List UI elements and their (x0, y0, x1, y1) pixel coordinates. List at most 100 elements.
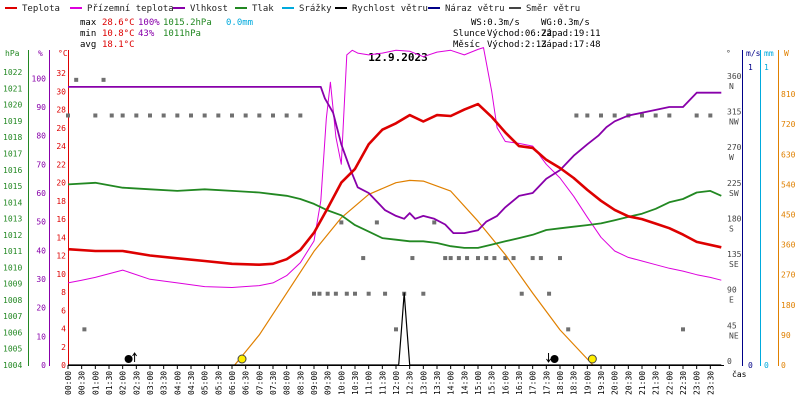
wind-direction-point (74, 77, 79, 82)
pct-tick-label: 90 (36, 103, 46, 112)
wind-direction-point (230, 113, 234, 118)
dir-tick-compass: W (729, 153, 734, 162)
hpa-tick-label: 1007 (3, 312, 22, 321)
x-tick-label: 06:30 (242, 371, 251, 395)
wind-direction-point (476, 256, 480, 261)
degc-tick-label: 4 (61, 325, 66, 334)
unit-time: čas (732, 369, 747, 379)
x-tick-label: 22:00 (665, 371, 674, 395)
stat-sunset: Západ:19:11 (541, 29, 601, 39)
x-tick-label: 03:30 (160, 371, 169, 395)
pct-tick-label: 10 (36, 332, 46, 341)
ms-tick-label: 1 (748, 63, 753, 72)
x-tick-label: 18:00 (556, 371, 565, 395)
x-tick-label: 13:30 (433, 371, 442, 395)
pct-tick-label: 20 (36, 304, 46, 313)
wind-direction-point (109, 113, 114, 118)
stat-min-press: 1011hPa (163, 29, 201, 39)
w-tick-label: 0 (781, 361, 786, 370)
wind-direction-point (366, 291, 371, 296)
wind-direction-point (538, 256, 543, 261)
stat-moon-label: Měsíc (453, 40, 480, 50)
wind-direction-point (148, 113, 152, 118)
hpa-tick-label: 1014 (3, 198, 22, 207)
dir-tick-degree: 45 (727, 321, 737, 330)
x-tick-label: 15:30 (488, 371, 497, 395)
wind-direction-point (243, 113, 248, 118)
degc-tick-label: 8 (61, 288, 66, 297)
wind-direction-point (339, 220, 344, 225)
x-tick-label: 21:00 (638, 371, 647, 395)
x-tick-label: 09:30 (324, 371, 333, 395)
axis-ticks: 00:00 00:30 01:00 01:30 02:00 02:30 03:00 03:30… (3, 63, 796, 395)
degc-tick-label: 16 (56, 215, 66, 224)
wind-direction-point (667, 113, 672, 118)
moonrise-arrow-icon (132, 352, 138, 362)
wind-direction-point (681, 327, 685, 332)
hpa-tick-label: 1011 (3, 247, 22, 256)
stat-max-press: 1015.2hPa (163, 18, 212, 28)
degc-tick-label: 26 (56, 124, 66, 133)
hpa-tick-label: 1008 (3, 296, 22, 305)
wind-direction-point (374, 220, 379, 225)
pct-tick-label: 40 (36, 246, 46, 255)
w-tick-label: 810 (781, 90, 796, 99)
wind-direction-point (448, 256, 453, 261)
pct-tick-label: 50 (36, 218, 46, 227)
x-tick-label: 06:00 (228, 371, 237, 395)
wind-direction-point (547, 291, 552, 296)
x-tick-label: 14:00 (447, 371, 456, 395)
dir-tick-compass: S (729, 224, 734, 233)
ms-tick-label: 0 (748, 361, 753, 370)
hpa-tick-label: 1009 (3, 280, 22, 289)
hpa-tick-label: 1013 (3, 215, 22, 224)
x-tick-label: 20:30 (624, 371, 633, 395)
legend-item-ground-temperature: Přízemní teplota (70, 4, 174, 14)
degc-tick-label: 32 (56, 69, 66, 78)
unit-mm: mm (764, 49, 774, 58)
stat-sun-label: Slunce (453, 29, 486, 39)
degc-tick-label: 24 (56, 142, 66, 151)
stat-max-label: max (80, 18, 97, 28)
legend-label: Náraz větru (445, 4, 505, 14)
wind-direction-point (484, 256, 489, 261)
wind-direction-point (298, 113, 303, 118)
unit-pct: % (38, 49, 43, 58)
stat-moonset: Západ:17:48 (541, 40, 601, 50)
legend-item-wind-speed: Rychlost větru (335, 4, 428, 14)
x-tick-label: 00:30 (78, 371, 87, 395)
wind-direction-point (353, 291, 357, 296)
hpa-tick-label: 1019 (3, 117, 22, 126)
wind-direction-point (317, 291, 322, 296)
wind-direction-point (599, 113, 603, 118)
x-tick-label: 05:00 (201, 371, 210, 395)
stat-sunrise: Východ:06:22 (487, 29, 552, 39)
dir-tick-compass: NE (729, 331, 739, 340)
stat-min-temp: 10.8°C (102, 29, 135, 39)
legend-item-wind-gust: Náraz větru (428, 4, 505, 14)
wind-direction-point (120, 113, 125, 118)
wind-direction-point (456, 256, 461, 261)
x-tick-label: 14:30 (460, 371, 469, 395)
wind-direction-point (519, 291, 524, 296)
dir-tick-degree: 0 (727, 357, 732, 366)
x-tick-label: 13:00 (419, 371, 428, 395)
stat-wg: WG:0.3m/s (541, 18, 590, 28)
x-tick-label: 11:30 (378, 371, 387, 395)
humidity-line (68, 86, 722, 234)
x-tick-label: 11:00 (365, 371, 374, 395)
wind-direction-point (383, 291, 388, 296)
unit-degc: °C (58, 49, 68, 58)
x-tick-label: 04:00 (173, 371, 182, 395)
dir-tick-compass: E (729, 296, 734, 305)
x-tick-label: 01:00 (91, 371, 100, 395)
wind-direction-point (443, 256, 448, 261)
wind-direction-point (161, 113, 166, 118)
pct-tick-label: 100 (32, 74, 47, 83)
legend-label: Rychlost větru (352, 4, 428, 14)
stat-min-label: min (80, 29, 96, 39)
hpa-tick-label: 1020 (3, 101, 22, 110)
legend-item-rain: Srážky (282, 4, 332, 14)
x-tick-label: 10:30 (351, 371, 360, 395)
dir-tick-compass: SE (729, 260, 739, 269)
